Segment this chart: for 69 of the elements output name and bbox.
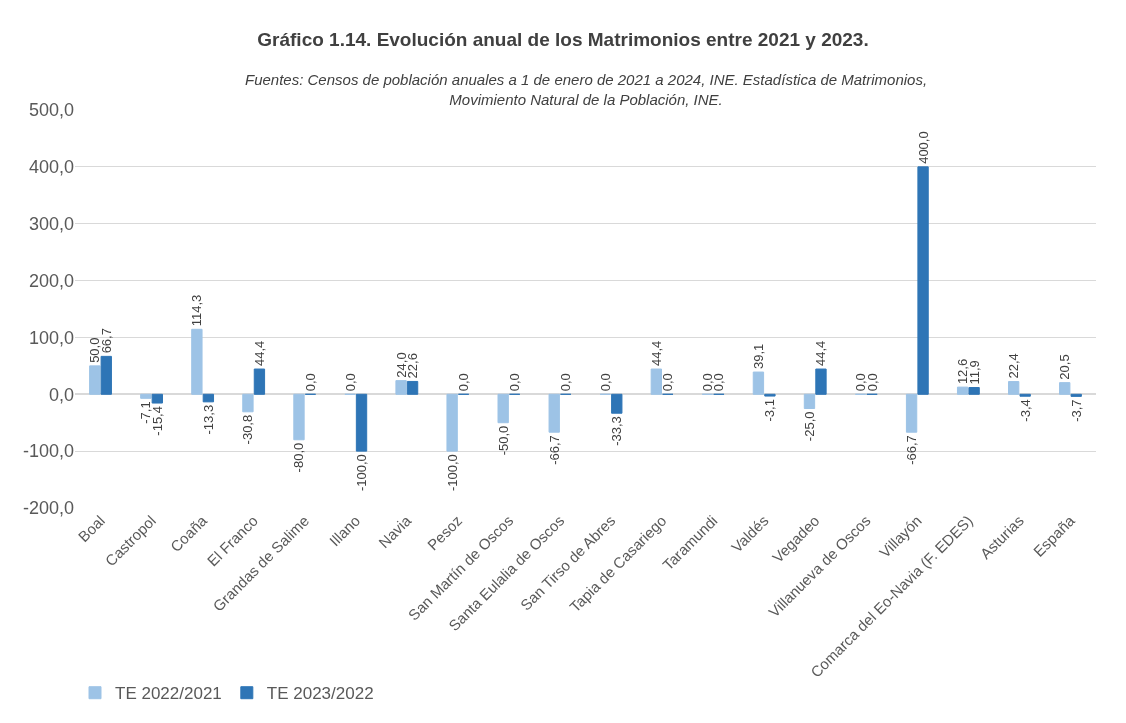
bar: [253, 368, 266, 395]
bar: [803, 393, 816, 409]
bar: [293, 393, 305, 441]
data-label: -3,7: [1068, 399, 1084, 422]
bar: [497, 393, 509, 424]
y-tick-label: -200,0: [22, 498, 74, 519]
data-label: -13,3: [200, 404, 216, 435]
bar: [395, 380, 407, 395]
y-tick-label: 100,0: [28, 327, 74, 348]
data-label: 0,0: [853, 373, 869, 392]
data-label: 0,0: [456, 373, 472, 392]
bar: [968, 387, 980, 395]
data-label: -3,4: [1017, 399, 1033, 422]
data-label: 114,3: [189, 294, 205, 327]
data-label: 39,1: [750, 343, 766, 370]
data-label: 0,0: [597, 373, 613, 392]
data-label: 0,0: [342, 373, 358, 392]
bar: [752, 371, 765, 395]
bar: [905, 393, 918, 433]
data-label: 20,5: [1057, 354, 1073, 380]
data-label: 22,4: [1006, 353, 1022, 379]
chart-subtitle: Fuentes: Censos de población anuales a 1 de enero de 2021 a 2024, INE. Estadística de Matrimonios, Movimiento Natural de la Población, INE.: [245, 71, 928, 108]
data-label: -66,7: [904, 435, 920, 465]
y-tick-label: 0,0: [48, 384, 74, 405]
data-label: 0,0: [699, 373, 715, 392]
bar: [89, 365, 101, 395]
data-label: -100,0: [444, 454, 460, 492]
data-label: 12,6: [955, 358, 971, 385]
bar: [242, 393, 254, 413]
bar: [446, 393, 458, 452]
data-label: 400,0: [915, 131, 931, 164]
data-label: -80,0: [291, 442, 307, 473]
data-label: -3,1: [762, 399, 778, 422]
data-label: 0,0: [660, 373, 676, 392]
legend-label: TE 2023/2022: [266, 684, 374, 704]
data-label: 44,4: [648, 340, 664, 367]
bar: [151, 393, 163, 404]
data-label: -50,0: [495, 425, 511, 456]
bar: [140, 393, 152, 399]
y-tick-label: -100,0: [22, 441, 74, 462]
data-label: 0,0: [507, 373, 523, 392]
data-label: -66,7: [546, 435, 562, 465]
bar: [815, 368, 827, 395]
bar: [1059, 382, 1071, 395]
data-label: -25,0: [801, 411, 817, 442]
y-tick-label: 300,0: [28, 214, 74, 235]
data-label: 44,4: [251, 340, 267, 367]
bar: [406, 380, 419, 395]
y-tick-label: 200,0: [28, 270, 74, 291]
bar: [355, 393, 368, 452]
data-label: -100,0: [354, 454, 370, 492]
bar: [917, 166, 929, 395]
y-tick-label: 500,0: [28, 100, 74, 121]
chart-title: Gráfico 1.14. Evolución anual de los Matrimonios entre 2021 y 2023.: [257, 28, 869, 50]
data-label: -30,8: [240, 414, 256, 445]
bar: [650, 368, 662, 395]
bar: [1008, 381, 1020, 395]
bar: [611, 393, 623, 414]
data-label: 0,0: [302, 373, 318, 392]
legend-label: TE 2022/2021: [115, 684, 222, 704]
bar: [548, 393, 560, 433]
bar: [202, 393, 215, 403]
bar: [956, 386, 969, 395]
data-label: -33,3: [609, 416, 625, 446]
y-tick-label: 400,0: [28, 157, 74, 178]
data-label: 44,4: [813, 340, 829, 367]
bar: [1070, 393, 1082, 397]
data-label: 0,0: [558, 373, 574, 392]
bar: [191, 328, 203, 395]
